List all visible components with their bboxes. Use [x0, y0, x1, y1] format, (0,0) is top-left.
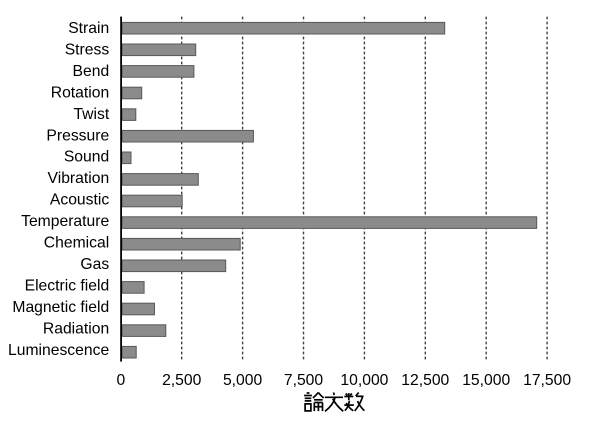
svg-text:15,000: 15,000: [462, 372, 510, 389]
svg-text:17,500: 17,500: [523, 372, 571, 389]
svg-text:Pressure: Pressure: [46, 127, 109, 144]
svg-text:Rotation: Rotation: [51, 84, 109, 101]
svg-text:Magnetic field: Magnetic field: [12, 299, 109, 316]
svg-text:Twist: Twist: [73, 106, 109, 123]
svg-text:Gas: Gas: [80, 256, 109, 273]
svg-text:10,000: 10,000: [340, 372, 388, 389]
svg-text:Acoustic: Acoustic: [50, 192, 109, 209]
svg-text:Electric field: Electric field: [25, 277, 110, 294]
svg-text:5,000: 5,000: [223, 372, 263, 389]
svg-text:7,500: 7,500: [284, 372, 324, 389]
svg-text:12,500: 12,500: [401, 372, 449, 389]
svg-text:Luminescence: Luminescence: [8, 342, 109, 359]
svg-text:2,500: 2,500: [162, 372, 202, 389]
svg-text:Vibration: Vibration: [48, 170, 110, 187]
svg-text:Sound: Sound: [64, 149, 109, 166]
svg-text:Radiation: Radiation: [43, 320, 109, 337]
svg-text:Chemical: Chemical: [44, 235, 109, 252]
svg-text:Bend: Bend: [73, 63, 110, 80]
svg-text:Temperature: Temperature: [21, 213, 109, 230]
svg-text:0: 0: [117, 372, 126, 389]
svg-text:Strain: Strain: [68, 20, 109, 37]
svg-text:Stress: Stress: [65, 41, 110, 58]
